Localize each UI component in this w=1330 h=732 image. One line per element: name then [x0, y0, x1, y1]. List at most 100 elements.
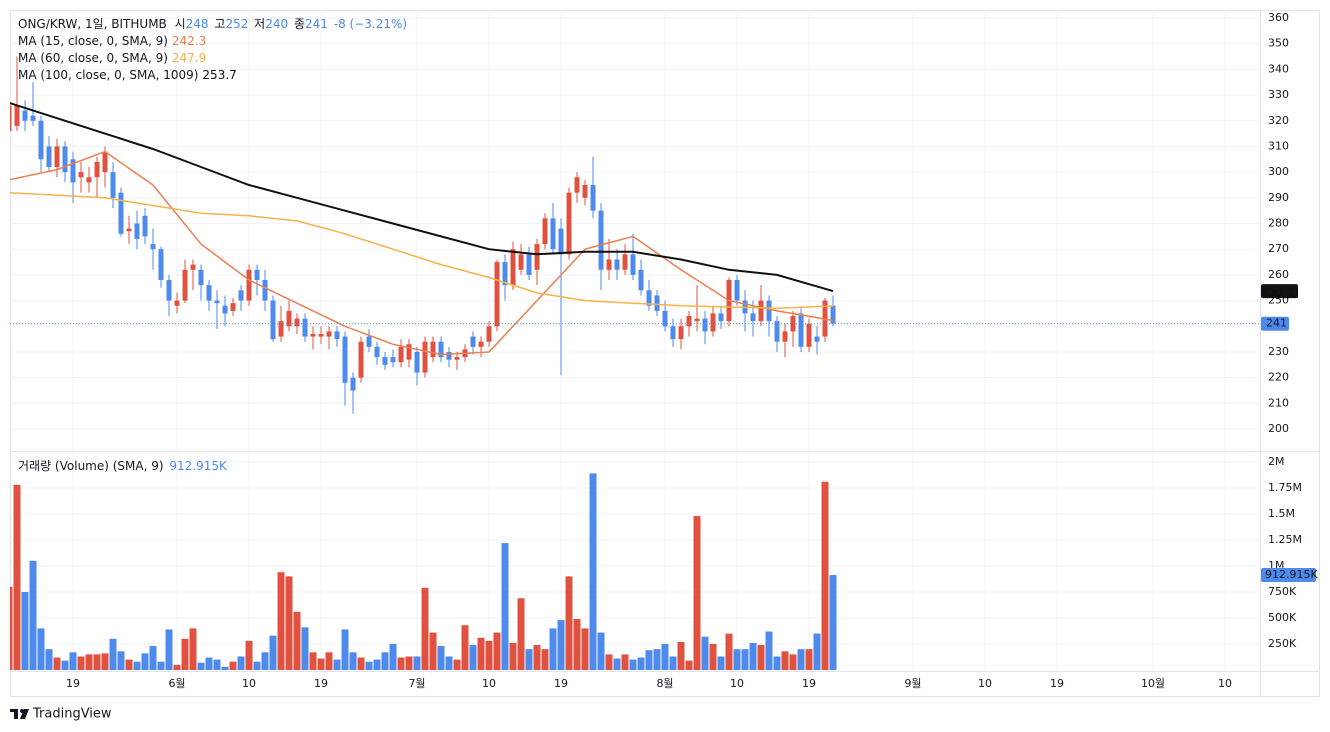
candle-body — [302, 318, 308, 337]
volume-bar — [21, 591, 29, 670]
candle-body — [638, 269, 644, 291]
volume-bar — [85, 654, 93, 670]
volume-legend: 거래량 (Volume) (SMA, 9) 912.915K — [18, 459, 228, 473]
candle-body — [30, 115, 36, 121]
candle-body — [398, 346, 404, 363]
volume-bar — [581, 628, 589, 670]
logo: TradingView — [10, 707, 112, 722]
header: ONG/KRW, 1일, BITHUMB 시248 고252 저240 종241… — [18, 17, 407, 31]
volume-bar — [357, 657, 365, 670]
logo-part — [14, 709, 18, 719]
volume-bar — [165, 629, 173, 670]
candle-body — [494, 262, 500, 327]
y-tick-label: 330 — [1268, 88, 1289, 101]
candle-body — [622, 254, 628, 270]
volume-bar — [429, 632, 437, 670]
volume-bar — [541, 649, 549, 670]
candle-body — [646, 290, 652, 306]
x-tick-label: 8월 — [656, 677, 673, 690]
candle-body — [22, 110, 28, 121]
x-tick-label: 10 — [1218, 677, 1232, 690]
candle-body — [566, 192, 572, 255]
ma-line — [10, 150, 834, 356]
legend-name: MA (60, close, 0, SMA, 9) — [18, 51, 168, 65]
x-tick-label: 19 — [66, 677, 80, 690]
volume-bar — [821, 481, 829, 670]
candle-body — [310, 333, 316, 337]
candle-body — [390, 357, 396, 363]
volume-bar — [557, 620, 565, 670]
volume-bar — [45, 649, 53, 670]
price-pane — [10, 56, 1260, 414]
volume-bar — [309, 652, 317, 670]
volume-bar — [125, 659, 133, 670]
legend-value: 253.7 — [202, 68, 236, 82]
y-tick-label: 200 — [1268, 422, 1289, 435]
y-tick-label: 340 — [1268, 62, 1289, 75]
volume-bar — [781, 651, 789, 670]
candle-body — [798, 313, 804, 347]
y-tick-label: 220 — [1268, 371, 1289, 384]
y-tick-label: 260 — [1268, 268, 1289, 281]
y-tick-label: 310 — [1268, 139, 1289, 152]
volume-pane — [10, 473, 837, 670]
y-tick-label: 230 — [1268, 345, 1289, 358]
change: -8 (−3.21%) — [334, 17, 407, 31]
candle-body — [174, 300, 180, 306]
candle-body — [342, 336, 348, 383]
volume-bar — [765, 631, 773, 670]
candle-body — [830, 305, 836, 324]
y-tick-label: 270 — [1268, 242, 1289, 255]
candle-body — [190, 264, 196, 270]
candle-body — [470, 336, 476, 347]
volume-bar — [509, 642, 517, 670]
volume-bar — [269, 635, 277, 670]
brand: TradingView — [32, 707, 112, 722]
candle-body — [406, 344, 412, 360]
legend-item: MA (100, close, 0, SMA, 1009) 253.7 — [18, 68, 237, 82]
volume-bar — [741, 649, 749, 670]
volume-bar — [141, 653, 149, 670]
volume-bar — [621, 654, 629, 670]
candle-body — [38, 120, 44, 160]
candle-body — [238, 290, 244, 301]
volume-title: 거래량 (Volume) (SMA, 9) — [18, 459, 164, 473]
candle-body — [134, 223, 140, 239]
candle-body — [526, 254, 532, 275]
axes: 2002102202302402502602702802903003103203… — [66, 11, 1318, 690]
volume-bar — [221, 666, 229, 670]
volume-bar — [101, 653, 109, 670]
legend-name: MA (15, close, 0, SMA, 9) — [18, 34, 168, 48]
candle-body — [86, 177, 92, 183]
volume-bar — [389, 643, 397, 670]
candle-body — [542, 218, 548, 245]
volume-bar — [301, 627, 309, 670]
x-tick-label: 6월 — [168, 677, 185, 690]
volume-badge-label: 912.915K — [1265, 568, 1318, 581]
volume-bar — [773, 656, 781, 670]
candle-body — [734, 280, 740, 301]
volume-bar — [669, 656, 677, 670]
volume-bar — [197, 662, 205, 670]
volume-bar — [637, 657, 645, 670]
volume-bar — [421, 587, 429, 670]
candle-body — [486, 326, 492, 342]
volume-bar — [149, 646, 157, 670]
volume-bar — [565, 576, 573, 670]
volume-bar — [397, 657, 405, 670]
candle-body — [318, 333, 324, 337]
symbol: ONG/KRW, 1일, BITHUMB — [18, 17, 167, 31]
volume-bar — [757, 645, 765, 670]
candle-body — [262, 280, 268, 301]
ohlc-label: 고 — [214, 17, 225, 31]
y-tick-label: 1.75M — [1268, 481, 1302, 494]
volume-bar — [93, 654, 101, 670]
volume-bar — [573, 619, 581, 670]
volume-bar — [477, 637, 485, 670]
candle-body — [70, 159, 76, 183]
volume-bar — [661, 643, 669, 670]
candle-body — [358, 341, 364, 378]
candle-body — [78, 172, 84, 178]
candle-body — [118, 192, 124, 234]
candle-body — [366, 336, 372, 347]
